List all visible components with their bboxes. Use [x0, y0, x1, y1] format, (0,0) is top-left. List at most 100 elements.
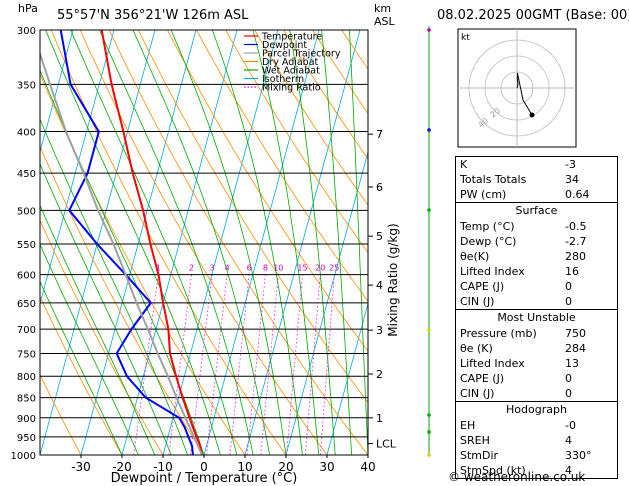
- hodograph-section: Hodograph EH -0 SREH 4 StmDir 330° StmSpd (kt)…: [456, 401, 617, 478]
- km-tick-label: LCL: [376, 438, 397, 451]
- km-tick-label: 1: [376, 412, 383, 425]
- isotherm-line: [203, 30, 320, 455]
- most-unstable-label: CIN (J): [460, 387, 495, 400]
- pressure-tick-label: 900: [17, 414, 36, 425]
- most-unstable-value: 0: [565, 372, 572, 385]
- wind-barb-icon: [427, 208, 431, 212]
- stability-label: PW (cm): [460, 188, 507, 201]
- mixing-ratio-label: 15: [297, 264, 307, 273]
- x-tick-label: -20: [112, 460, 132, 474]
- pressure-tick-label: 300: [17, 26, 36, 37]
- surface-label: CAPE (J): [460, 280, 505, 293]
- legend-label: Dewpoint: [262, 40, 307, 51]
- surface-value: 0: [565, 280, 572, 293]
- hodograph-rows: EH -0 SREH 4 StmDir 330° StmSpd (kt) 4: [456, 418, 617, 478]
- stability-row: K -3: [456, 157, 617, 172]
- hodograph-label: StmDir: [460, 449, 499, 462]
- surface-row: Dewp (°C) -2.7: [456, 234, 617, 249]
- km-tick-label: 3: [376, 324, 383, 337]
- surface-value: 0: [565, 295, 572, 308]
- location-title: 55°57'N 356°21'W 126m ASL: [57, 8, 249, 23]
- isotherm-line: [326, 301, 368, 455]
- stability-label: Totals Totals: [460, 173, 527, 186]
- stability-value: -3: [565, 158, 576, 171]
- wet-adiabat: [99, 30, 254, 455]
- dry-adiabat: [225, 30, 368, 254]
- most-unstable-value: 13: [565, 357, 579, 370]
- most-unstable-row: Lifted Index 13: [456, 356, 617, 371]
- asl-label: ASL: [374, 15, 395, 28]
- wet-adiabat: [45, 30, 221, 455]
- surface-label: CIN (J): [460, 295, 495, 308]
- mixing-ratio-label: 4: [225, 264, 230, 273]
- pressure-tick-label: 600: [17, 271, 36, 282]
- surface-label: Dewp (°C): [460, 235, 517, 248]
- most-unstable-label: CAPE (J): [460, 372, 505, 385]
- isotherm-line: [244, 30, 361, 455]
- km-tick-label: 6: [376, 181, 383, 194]
- surface-value: -2.7: [565, 235, 587, 248]
- hodograph-value: 4: [565, 464, 572, 477]
- stability-rows: K -3 Totals Totals 34 PW (cm) 0.64: [456, 157, 617, 202]
- isotherm-line: [40, 30, 74, 154]
- hodograph-label: StmSpd (kt): [460, 464, 526, 477]
- isotherm-line: [285, 150, 368, 455]
- hpa-label: hPa: [18, 2, 38, 15]
- dry-adiabat: [283, 30, 368, 160]
- hodograph-value: 330°: [565, 449, 592, 462]
- stability-label: K: [460, 158, 468, 171]
- mixing-ratio-label: 20: [315, 264, 325, 273]
- stability-value: 0.64: [565, 188, 590, 201]
- hodograph-value: -0: [565, 419, 576, 432]
- surface-row: θe(K) 280: [456, 249, 617, 264]
- legend-label: Parcel Trajectory: [262, 49, 341, 60]
- hodograph-value: 4: [565, 434, 572, 447]
- pressure-tick-label: 950: [17, 433, 36, 444]
- pressure-tick-label: 550: [17, 240, 36, 251]
- pressure-tick-label: 650: [17, 299, 36, 310]
- surface-label: Temp (°C): [460, 220, 515, 233]
- pressure-tick-label: 450: [17, 169, 36, 180]
- pressure-tick-label: 500: [17, 206, 36, 217]
- plot-area: [40, 30, 368, 455]
- x-tick-label: 40: [360, 460, 375, 474]
- surface-section: Surface Temp (°C) -0.5 Dewp (°C) -2.7 θe(K) 2…: [456, 202, 617, 309]
- most-unstable-value: 750: [565, 327, 586, 340]
- hodograph-row: StmDir 330°: [456, 448, 617, 463]
- mixing-ratio-label: 6: [247, 264, 252, 273]
- km-tick-label: 4: [376, 279, 383, 292]
- storm-motion-marker: [529, 112, 535, 118]
- stability-value: 34: [565, 173, 579, 186]
- wind-barb-icon: [427, 28, 431, 32]
- mixing-ratio-label: 10: [273, 264, 283, 273]
- legend-label: Temperature: [261, 32, 322, 43]
- hodograph-unit-label: kt: [461, 33, 470, 43]
- surface-label: θe(K): [460, 250, 490, 263]
- km-tick-label: 7: [376, 128, 383, 141]
- most-unstable-row: θe (K) 284: [456, 341, 617, 356]
- dewpoint-profile: [59, 30, 194, 455]
- x-tick-label: -30: [71, 460, 91, 474]
- legend-label: Wet Adiabat: [262, 66, 320, 77]
- stability-row: Totals Totals 34: [456, 172, 617, 187]
- x-tick-label: -10: [153, 460, 173, 474]
- mixing-ratio-label: 25: [329, 264, 339, 273]
- hodograph-trace: [516, 72, 533, 116]
- pressure-tick-label: 350: [17, 80, 36, 91]
- legend-label: Isotherm: [262, 74, 304, 85]
- wind-barb-icon: [427, 430, 431, 434]
- wind-barb-icon: [427, 328, 431, 332]
- most-unstable-title: Most Unstable: [497, 311, 576, 324]
- legend-label: Dry Adiabat: [262, 57, 319, 68]
- surface-value: 280: [565, 250, 586, 263]
- temperature-profile: [100, 30, 203, 455]
- most-unstable-label: Lifted Index: [460, 357, 525, 370]
- dry-adiabat: [40, 373, 82, 455]
- x-tick-label: 0: [200, 460, 208, 474]
- surface-label: Lifted Index: [460, 265, 525, 278]
- x-tick-label: 30: [319, 460, 334, 474]
- most-unstable-row: Pressure (mb) 750: [456, 326, 617, 341]
- pressure-tick-label: 800: [17, 372, 36, 383]
- most-unstable-label: Pressure (mb): [460, 327, 537, 340]
